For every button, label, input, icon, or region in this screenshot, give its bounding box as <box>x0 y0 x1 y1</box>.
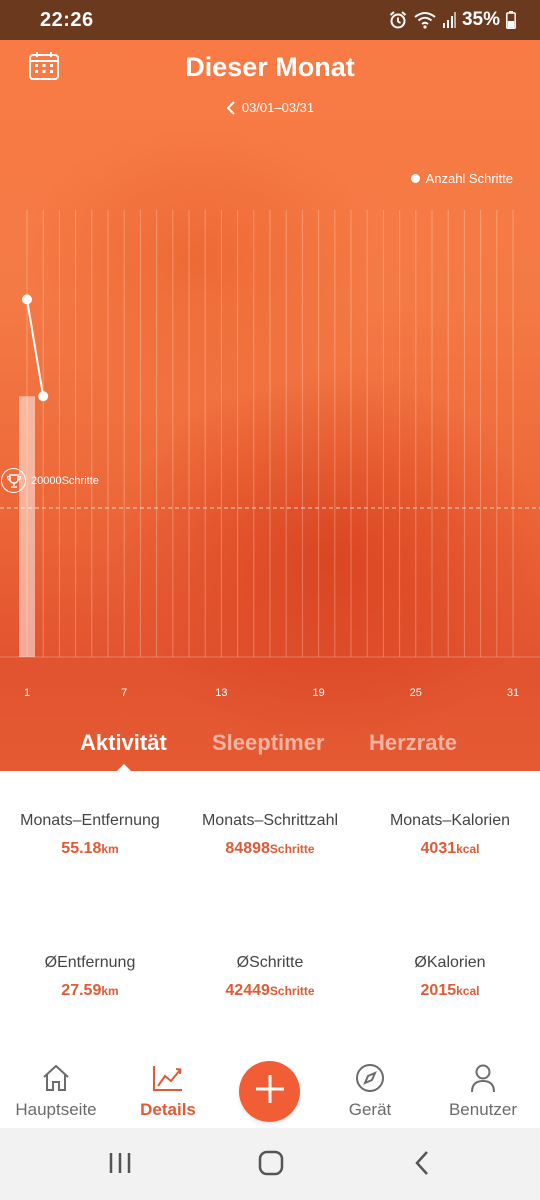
page-title: Dieser Monat <box>185 52 355 82</box>
date-range-label: 03/01–03/31 <box>241 100 315 115</box>
stats-panel: Monats–Entfernung 55.18km Monats–Schritt… <box>0 771 540 1056</box>
stat-unit: km <box>101 984 119 998</box>
stat-value: 55.18km <box>0 840 180 858</box>
signal-icon <box>442 11 456 29</box>
status-icons: 35% <box>388 9 516 31</box>
stat-number: 42449 <box>225 982 270 999</box>
calendar-icon <box>28 51 60 86</box>
stat-value: 42449Schritte <box>180 982 360 1000</box>
status-bar: 22:26 35% <box>0 0 540 40</box>
trophy-icon <box>1 468 26 493</box>
legend-label: Anzahl Schritte <box>425 171 513 186</box>
stat-avg-steps: ØSchritte 42449Schritte <box>180 954 360 1000</box>
compass-icon <box>353 1062 387 1094</box>
stat-number: 84898 <box>225 840 270 857</box>
home-system-button[interactable] <box>251 1150 291 1180</box>
stat-avg-distance: ØEntfernung 27.59km <box>0 954 180 1000</box>
data-point <box>38 391 49 402</box>
stat-value: 4031kcal <box>360 840 540 858</box>
battery-icon <box>506 11 516 29</box>
stat-avg-calories: ØKalorien 2015kcal <box>360 954 540 1000</box>
wifi-icon <box>414 11 436 29</box>
add-button[interactable] <box>239 1061 300 1122</box>
x-tick-label: 7 <box>121 687 127 699</box>
nav-home[interactable]: Hauptseite <box>1 1062 111 1124</box>
recent-apps-icon <box>107 1151 133 1180</box>
alarm-icon <box>388 10 408 30</box>
battery-percent: 35% <box>461 9 500 30</box>
nav-label: Details <box>140 1100 196 1119</box>
stat-unit: Schritte <box>269 984 315 998</box>
stat-value: 84898Schritte <box>180 840 360 858</box>
x-tick-label: 1 <box>24 687 30 699</box>
stat-monthly-steps: Monats–Schrittzahl 84898Schritte <box>180 812 360 858</box>
steps-chart: 1 7 13 19 25 31 <box>0 210 540 699</box>
data-point <box>22 294 32 305</box>
calendar-button[interactable] <box>28 51 60 86</box>
stat-label: ØSchritte <box>236 954 304 971</box>
stat-label: ØKalorien <box>414 954 486 971</box>
back-system-button[interactable] <box>402 1150 442 1180</box>
nav-user[interactable]: Benutzer <box>428 1062 538 1124</box>
date-range: 03/01–03/31 <box>0 100 540 115</box>
x-tick-label: 25 <box>410 687 422 699</box>
recent-apps-button[interactable] <box>100 1150 140 1180</box>
nav-details[interactable]: Details <box>113 1062 223 1124</box>
stat-label: Monats–Schrittzahl <box>201 812 339 829</box>
stat-monthly-calories: Monats–Kalorien 4031kcal <box>360 812 540 858</box>
stat-label: ØEntfernung <box>44 954 136 971</box>
tab-bar: Aktivität Sleeptimer Herzrate <box>0 730 540 771</box>
nav-label: Hauptseite <box>15 1100 97 1119</box>
steps-series-line <box>26 299 45 397</box>
stat-value: 27.59km <box>0 982 180 1000</box>
system-nav-bar <box>0 1128 540 1200</box>
tab-activity[interactable]: Aktivität <box>80 730 167 755</box>
plus-icon <box>253 1072 287 1111</box>
tab-sleeptimer[interactable]: Sleeptimer <box>212 730 325 755</box>
x-tick-label: 13 <box>215 687 227 699</box>
x-tick-label: 19 <box>312 687 324 699</box>
active-tab-indicator <box>117 764 131 771</box>
stat-value: 2015kcal <box>360 982 540 1000</box>
stat-unit: Schritte <box>269 842 315 856</box>
status-time: 22:26 <box>40 8 94 31</box>
back-icon <box>413 1150 431 1181</box>
stat-label: Monats–Kalorien <box>389 812 511 829</box>
goal-label: 20000Schritte <box>31 475 99 487</box>
home-icon <box>39 1062 73 1094</box>
stat-unit: kcal <box>456 984 480 998</box>
user-icon <box>466 1062 500 1094</box>
chevron-left-icon[interactable] <box>226 100 236 115</box>
stat-number: 2015 <box>420 982 457 999</box>
stat-monthly-distance: Monats–Entfernung 55.18km <box>0 812 180 858</box>
nav-label: Gerät <box>348 1100 392 1119</box>
tab-heartrate[interactable]: Herzrate <box>369 730 458 755</box>
highlight-day-bar <box>19 396 35 657</box>
activity-hero: Dieser Monat 03/01–03/31 Anzahl Schritte… <box>0 40 540 771</box>
stat-unit: kcal <box>456 842 480 856</box>
stat-number: 55.18 <box>61 840 102 857</box>
x-tick-label: 31 <box>507 687 519 699</box>
home-circle-icon <box>258 1150 284 1181</box>
nav-label: Benutzer <box>448 1100 518 1119</box>
chart-icon <box>151 1062 185 1094</box>
stat-number: 27.59 <box>61 982 102 999</box>
chart-legend: Anzahl Schritte <box>410 171 513 186</box>
stat-label: Monats–Entfernung <box>20 812 160 829</box>
nav-device[interactable]: Gerät <box>315 1062 425 1124</box>
stat-number: 4031 <box>420 840 457 857</box>
stat-unit: km <box>101 842 119 856</box>
legend-dot <box>410 174 420 183</box>
bottom-nav: Hauptseite Details Gerät Benutzer <box>0 1056 540 1128</box>
